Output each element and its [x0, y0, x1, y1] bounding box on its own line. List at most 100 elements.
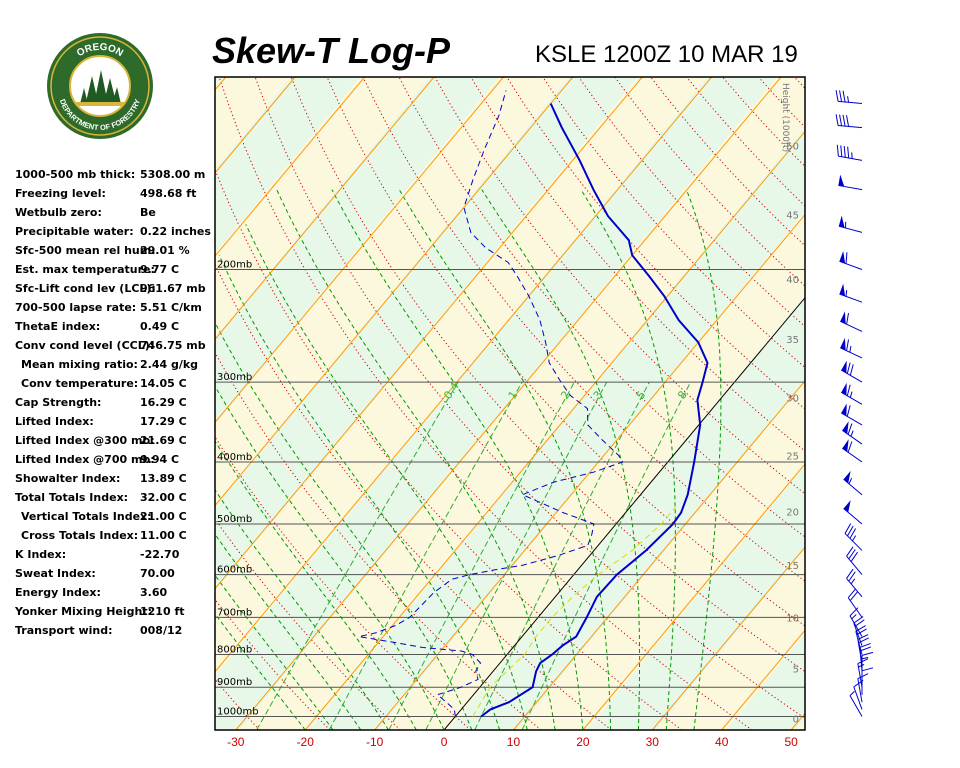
- dewpoint-trace: [358, 90, 624, 717]
- wind-barb-staff: [838, 100, 863, 104]
- index-label: Mean mixing ratio:: [21, 358, 138, 371]
- wind-barb: [835, 90, 863, 104]
- wind-barb-staff: [853, 622, 863, 646]
- wind-barb-staff: [849, 615, 863, 637]
- wind-barb: [847, 588, 863, 618]
- wind-barb-staff: [840, 320, 863, 332]
- wind-barb-staff: [857, 663, 863, 688]
- index-label: Transport wind:: [15, 624, 113, 637]
- wind-pennant: [842, 421, 849, 434]
- dry-adiabats: [215, 77, 805, 730]
- wind-full-barb: [848, 549, 856, 560]
- wind-pennant: [840, 337, 846, 351]
- wind-full-barb: [859, 642, 871, 648]
- wind-full-barb: [836, 144, 839, 157]
- index-value: 14.05 C: [140, 377, 187, 390]
- wind-barb: [840, 337, 863, 359]
- isotherm-line: [374, 213, 805, 730]
- index-value: 1210 ft: [140, 605, 185, 618]
- isotherm-line: [215, 77, 713, 673]
- x-tick-label: -20: [297, 735, 315, 749]
- wind-half-barb: [850, 430, 854, 437]
- mixing-ratio-line: [328, 381, 523, 730]
- isotherm-band: [215, 77, 777, 730]
- wind-barb-staff: [838, 125, 863, 129]
- index-label: Conv cond level (CCL):: [15, 339, 155, 352]
- chart-title: Skew-T Log-P: [212, 30, 451, 71]
- wind-full-barb: [846, 339, 850, 351]
- wind-barb: [840, 360, 863, 383]
- wind-barb: [840, 403, 863, 426]
- pressure-label: 400mb: [217, 452, 252, 463]
- wind-barb: [842, 439, 863, 463]
- wind-full-barb: [854, 619, 865, 627]
- wind-full-barb: [843, 145, 846, 158]
- moist-adiabat-line: [215, 321, 473, 730]
- moist-adiabat-line: [215, 489, 389, 730]
- index-label: 700-500 lapse rate:: [15, 301, 137, 314]
- wet-bulb-trace: [472, 506, 676, 717]
- index-value: 498.68 ft: [140, 187, 197, 200]
- wind-barb: [838, 215, 863, 233]
- wind-full-barb: [835, 90, 839, 102]
- wind-half-barb: [845, 290, 848, 297]
- pressure-label: 500mb: [217, 514, 252, 525]
- wind-full-barb: [857, 673, 869, 680]
- wind-pennant: [838, 215, 845, 228]
- isotherm-band: [309, 127, 805, 730]
- height-tick-label: 15: [786, 561, 799, 572]
- mixing-ratio-line: [256, 381, 459, 730]
- wind-full-barb: [849, 364, 854, 376]
- wind-barb: [861, 667, 874, 695]
- mixing-ratio-line: [388, 381, 575, 730]
- height-tick-label: 10: [786, 613, 799, 624]
- mixing-ratio-line: [474, 381, 650, 730]
- wind-full-barb: [846, 405, 851, 417]
- logo-top-text: OREGON: [75, 42, 125, 59]
- isotherm-band: [586, 464, 805, 730]
- wind-pennant: [841, 360, 847, 374]
- wind-full-barb: [840, 145, 843, 157]
- isotherm-line: [651, 546, 805, 730]
- index-label: Cap Strength:: [15, 396, 102, 409]
- tree-icon: [76, 70, 124, 106]
- index-label: Sfc-Lift cond lev (LCL):: [15, 282, 156, 295]
- index-value: 5.51 C/km: [140, 301, 202, 314]
- wind-pennant: [838, 174, 845, 187]
- wind-barb-staff: [843, 508, 863, 525]
- wind-barb: [842, 421, 863, 445]
- wind-half-barb: [847, 96, 850, 103]
- dry-adiabat-line: [254, 77, 805, 719]
- isotherm-line: [215, 77, 643, 590]
- x-tick-label: 20: [576, 735, 590, 749]
- wind-barb-staff: [838, 155, 863, 161]
- plot-frame: [214, 76, 806, 731]
- index-value: 17.29 C: [140, 415, 187, 428]
- wind-full-barb: [856, 628, 867, 636]
- mixing-ratio-lines: [256, 381, 691, 730]
- wind-half-barb: [852, 535, 857, 542]
- index-label: 1000-500 mb thick:: [15, 168, 136, 181]
- index-label: Sweat Index:: [15, 567, 96, 580]
- wind-barb: [840, 311, 863, 332]
- dry-adiabat-line: [470, 77, 805, 452]
- index-value: 16.29 C: [140, 396, 187, 409]
- wind-barbs: [835, 90, 874, 717]
- isotherm-line: [215, 77, 435, 341]
- x-tick-label: -10: [366, 735, 384, 749]
- wind-full-barb: [846, 312, 850, 325]
- index-label: Yonker Mixing Height:: [15, 605, 152, 618]
- wind-barb-staff: [840, 412, 863, 426]
- wind-pennant: [841, 403, 847, 416]
- wind-full-barb: [847, 146, 850, 159]
- index-value: 2.44 g/kg: [140, 358, 199, 371]
- isotherm-line: [513, 380, 805, 730]
- dry-adiabat-line: [215, 263, 612, 730]
- wind-full-barb: [846, 384, 851, 396]
- wind-full-barb: [835, 114, 839, 126]
- height-tick-label: 0: [793, 714, 799, 725]
- wind-barb: [843, 500, 863, 525]
- wind-half-barb: [851, 614, 857, 620]
- wind-full-barb: [861, 651, 874, 656]
- index-label: Lifted Index @700 mb:: [15, 453, 155, 466]
